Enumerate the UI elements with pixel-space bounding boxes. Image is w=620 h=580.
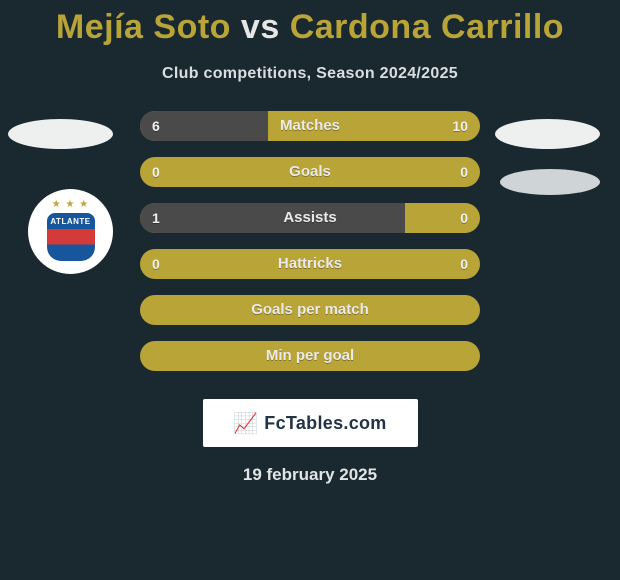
- stat-label: Min per goal: [140, 341, 480, 371]
- player2-avatar-oval-2: [500, 169, 600, 195]
- player2-avatar-oval: [495, 119, 600, 149]
- subtitle: Club competitions, Season 2024/2025: [0, 65, 620, 83]
- stat-row: Min per goal: [140, 341, 480, 371]
- stat-value-left: 0: [152, 249, 160, 279]
- stat-label: Goals per match: [140, 295, 480, 325]
- stat-row: Goals per match: [140, 295, 480, 325]
- branding-icon: 📈: [233, 411, 258, 436]
- stat-row: Matches6 10: [140, 111, 480, 141]
- stat-row: Hattricks0 0: [140, 249, 480, 279]
- stat-label: Hattricks: [140, 249, 480, 279]
- footer-date: 19 february 2025: [0, 465, 620, 485]
- stat-value-right: 10: [452, 111, 468, 141]
- stat-label: Assists: [140, 203, 480, 233]
- stat-label: Matches: [140, 111, 480, 141]
- player1-name: Mejía Soto: [56, 8, 231, 46]
- player1-avatar-oval: [8, 119, 113, 149]
- stats-column: Matches610Goals00Assists10Hattricks00Goa…: [140, 111, 480, 387]
- stat-value-left: 1: [152, 203, 160, 233]
- comparison-arena: ★ ★ ★ ATLANTE Matches610Goals00Assists10…: [0, 111, 620, 391]
- stat-value-right: 0: [460, 203, 468, 233]
- crest-shield: ATLANTE: [47, 213, 95, 261]
- player2-name: Cardona Carrillo: [290, 8, 564, 46]
- stat-value-left: 0: [152, 157, 160, 187]
- stat-value-right: 0: [460, 157, 468, 187]
- branding-text: FcTables.com: [264, 413, 386, 434]
- stat-row: Goals0 0: [140, 157, 480, 187]
- branding-badge: 📈 FcTables.com: [203, 399, 418, 447]
- crest-text: ATLANTE: [50, 217, 90, 226]
- stat-value-left: 6: [152, 111, 160, 141]
- vs-text: vs: [241, 8, 280, 46]
- crest-stars: ★ ★ ★: [52, 199, 89, 210]
- stat-label: Goals: [140, 157, 480, 187]
- club-crest: ★ ★ ★ ATLANTE: [28, 189, 113, 274]
- stat-value-right: 0: [460, 249, 468, 279]
- stat-row: Assists1 0: [140, 203, 480, 233]
- page-title: Mejía Soto vs Cardona Carrillo: [0, 0, 620, 47]
